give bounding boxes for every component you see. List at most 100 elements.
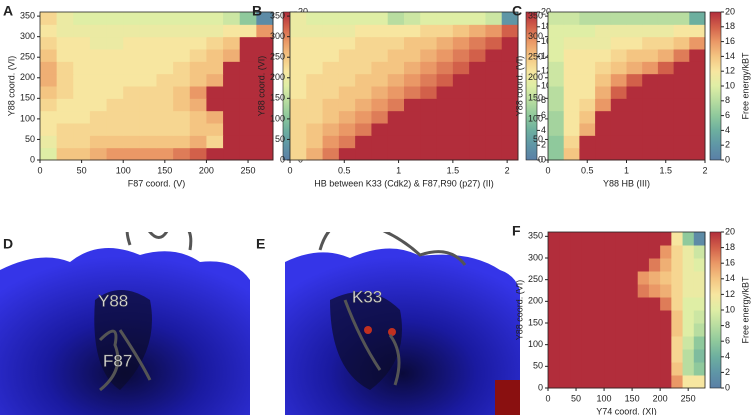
colorbar-tick-label: 10 [725,80,735,90]
heat-cell [559,245,571,259]
heat-cell [626,86,643,99]
heat-cell [660,297,672,311]
heat-cell [579,147,596,161]
heat-cell [469,123,486,136]
heat-cell [404,49,421,62]
heat-cell [469,61,486,75]
heat-cell [371,98,389,112]
heat-cell [223,12,241,25]
heat-cell [615,362,627,376]
heat-cell [689,110,706,124]
heat-cell [436,147,454,161]
heat-cell [89,36,108,50]
heat-cell [139,123,157,136]
heat-cell [660,375,672,389]
heat-cell [570,284,583,298]
heat-cell [139,73,157,87]
heat-cell [563,135,580,149]
heat-cell [563,110,580,124]
heat-cell [338,86,356,99]
heat-cell [642,12,659,25]
heat-cell [469,73,486,87]
heat-cell [637,349,650,363]
heat-cell [40,123,58,136]
heat-cell [290,49,307,62]
heat-cell [626,36,643,50]
heat-cell [581,349,594,363]
heat-cell [469,12,486,25]
heat-cell [452,110,470,124]
heat-cell [387,86,405,99]
y-tick-label: 100 [528,113,543,123]
heat-cell [671,375,684,389]
heat-cell [156,110,174,124]
y-axis-label: Y88 coord. (VI) [514,280,524,341]
heat-cell [256,147,274,161]
heat-cell [404,86,421,99]
heat-cell [626,73,643,87]
heat-cell [626,349,639,363]
panel-letter: C [512,3,522,19]
heat-cell [563,147,580,161]
y-tick-label: 300 [528,252,543,262]
heat-cell [189,49,207,62]
heat-cell [89,123,108,136]
colorbar-tick-label: 16 [725,36,735,46]
heat-cell [73,12,91,25]
y-axis-label: Y88 coord. (VI) [514,56,524,117]
heat-cell [485,12,503,25]
heat-cell [563,36,580,50]
heat-cell [73,110,91,124]
heat-cell [139,110,157,124]
heat-cell [548,323,560,337]
heat-cell [637,310,650,324]
heat-cell [387,49,405,62]
heat-cell [436,73,454,87]
heat-cell [689,12,706,25]
heat-cell [581,336,594,350]
heat-cell [404,24,421,38]
heat-cell [581,362,594,376]
heat-cell [469,36,486,50]
heat-cell [610,147,627,161]
heat-cell [223,73,241,87]
heat-cell [306,49,324,62]
colorbar-tick-label: 16 [541,36,551,46]
x-tick-label: 1 [624,165,629,175]
heat-cell [626,147,643,161]
heat-cell [338,61,356,75]
colorbar-tick-label: 10 [725,304,735,314]
heat-cell [548,36,565,50]
heat-cell [371,12,389,25]
heat-cell [420,110,438,124]
x-tick-label: 250 [241,165,256,175]
heat-cell [387,36,405,50]
heat-cell [657,36,675,50]
heat-cell [682,375,695,389]
heat-cell [189,135,207,149]
heat-cell [485,61,503,75]
heat-cell [322,24,340,38]
colorbar-tick-label: 0 [541,154,546,164]
heat-cell [485,36,503,50]
heat-cell [648,245,661,259]
heat-cell [548,86,565,99]
heat-cell [189,61,207,75]
colorbar [709,231,722,389]
heat-cell [469,49,486,62]
heat-cell [559,232,571,246]
heat-cell [387,98,405,112]
colorbar-tick-label: 20 [541,6,551,16]
heat-cell [156,36,174,50]
heat-cell [559,258,571,272]
heat-cell [123,24,141,38]
colorbar-tick-label: 0 [725,382,730,392]
heat-cell [610,49,627,62]
heat-cell [173,12,191,25]
heat-cell [436,49,454,62]
heat-cell [642,86,659,99]
heat-cell [581,284,594,298]
y-axis-label: Y88 coord. (VI) [6,56,16,117]
heat-cell [579,86,596,99]
heat-cell [156,86,174,99]
